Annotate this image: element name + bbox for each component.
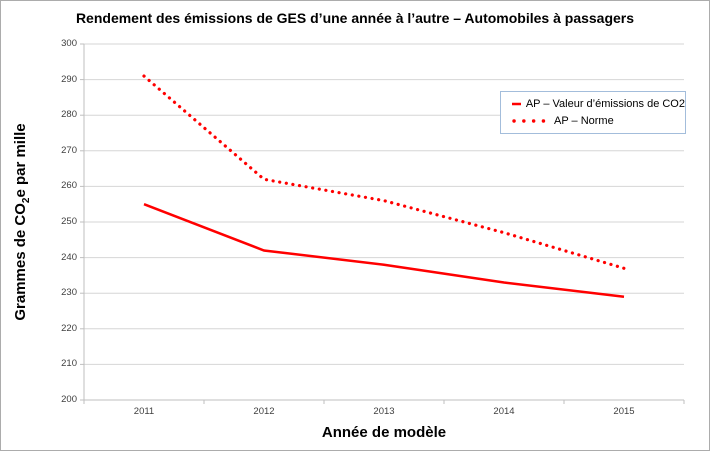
series-line-norme	[142, 74, 626, 270]
series-line-emission-values	[143, 203, 625, 299]
x-axis-tick-label: 2015	[613, 406, 635, 417]
y-axis-title-subscript: 2	[21, 197, 32, 204]
y-axis-tick-label: 220	[61, 322, 77, 334]
legend-label-norme: AP – Norme	[554, 115, 614, 128]
y-axis-tick-label: 290	[61, 73, 77, 85]
legend: AP – Valeur d’émissions de CO2 AP – Norm…	[500, 91, 686, 134]
y-axis-tick-label: 270	[61, 144, 77, 156]
dotted-red-line-icon	[512, 119, 549, 123]
y-axis-tick-label: 280	[61, 109, 77, 121]
y-axis-tick-label: 230	[61, 287, 77, 299]
legend-entry-emission-values: AP – Valeur d’émissions de CO2	[511, 98, 685, 110]
solid-red-line-icon	[512, 102, 521, 105]
x-axis-tick-label: 2012	[253, 406, 275, 417]
y-axis-title-post: e par mille	[12, 123, 29, 198]
chart-title: Rendement des émissions de GES d’une ann…	[75, 10, 635, 26]
y-axis-tick-label: 210	[61, 358, 77, 370]
y-axis-title: Grammes de CO2e par mille	[12, 123, 32, 320]
y-axis-tick-label: 260	[61, 180, 77, 192]
y-axis-tick-label: 240	[61, 251, 77, 263]
x-axis-tick-label: 2013	[373, 406, 395, 417]
y-axis-tick-label: 300	[61, 38, 77, 49]
y-axis-title-pre: Grammes de CO	[12, 203, 29, 321]
y-axis-tick-label: 200	[61, 394, 77, 405]
legend-label-emission-values: AP – Valeur d’émissions de CO2	[525, 97, 685, 110]
x-axis-tick-label: 2011	[133, 406, 155, 417]
x-axis-tick-label: 2014	[493, 406, 515, 417]
x-axis-title: Année de modèle	[321, 424, 447, 441]
y-axis-tick-label: 250	[61, 216, 77, 227]
legend-entry-norme: AP – Norme	[511, 115, 685, 127]
